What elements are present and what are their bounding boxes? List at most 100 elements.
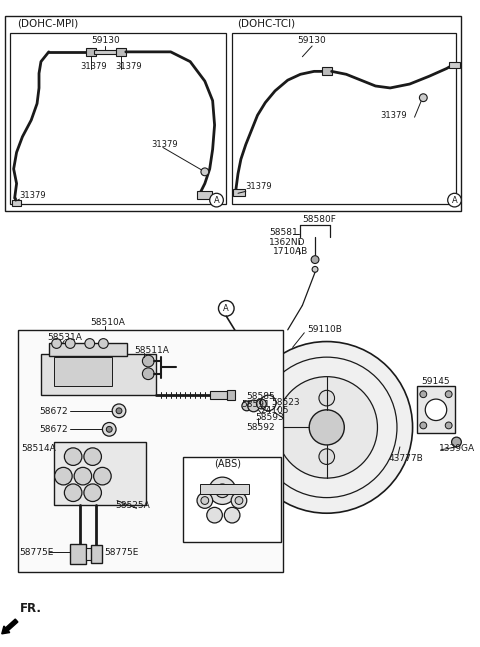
Circle shape <box>218 301 234 316</box>
Circle shape <box>235 497 243 505</box>
Bar <box>210 391 227 399</box>
Text: 43777B: 43777B <box>388 454 423 463</box>
Bar <box>18 330 283 572</box>
Circle shape <box>425 399 447 421</box>
Circle shape <box>64 448 82 465</box>
Bar <box>418 386 455 433</box>
Circle shape <box>85 338 95 348</box>
Text: 1362ND: 1362ND <box>269 237 306 247</box>
Circle shape <box>52 338 61 348</box>
Text: A: A <box>214 195 219 204</box>
Bar <box>10 34 226 204</box>
Bar <box>54 357 112 386</box>
Bar <box>116 48 126 56</box>
Circle shape <box>448 193 461 207</box>
Text: 58672: 58672 <box>39 407 68 416</box>
Bar <box>449 61 460 69</box>
Bar <box>91 545 102 563</box>
Bar <box>200 484 249 494</box>
Circle shape <box>420 422 427 429</box>
Circle shape <box>84 484 101 501</box>
Text: (DOHC-MPI): (DOHC-MPI) <box>18 19 79 28</box>
Text: 31379: 31379 <box>115 62 142 71</box>
Circle shape <box>143 355 154 367</box>
Circle shape <box>256 399 266 409</box>
Bar <box>233 190 245 196</box>
Text: 58593: 58593 <box>255 413 284 422</box>
Circle shape <box>452 437 461 447</box>
Circle shape <box>84 448 101 465</box>
Text: 58592: 58592 <box>246 423 275 432</box>
Circle shape <box>197 493 213 509</box>
Bar <box>49 344 127 356</box>
Circle shape <box>98 338 108 348</box>
Circle shape <box>309 410 344 445</box>
Bar <box>322 67 332 75</box>
Text: 58525A: 58525A <box>115 501 150 510</box>
Circle shape <box>94 467 111 485</box>
Circle shape <box>201 497 209 505</box>
Text: (ABS): (ABS) <box>215 459 241 468</box>
Bar <box>41 354 156 395</box>
Circle shape <box>209 477 236 505</box>
Text: 31379: 31379 <box>20 191 46 200</box>
Text: 58580F: 58580F <box>302 215 336 224</box>
Text: 58585: 58585 <box>247 391 276 400</box>
Text: 59145: 59145 <box>421 377 450 386</box>
Bar <box>183 457 281 542</box>
Circle shape <box>242 401 252 411</box>
Text: 31379: 31379 <box>380 111 407 120</box>
Text: 59130: 59130 <box>91 36 120 45</box>
Circle shape <box>420 391 427 398</box>
Text: 58591: 58591 <box>241 400 270 410</box>
Circle shape <box>143 368 154 380</box>
Text: A: A <box>223 304 229 313</box>
Bar <box>12 200 22 206</box>
Text: A: A <box>452 195 457 204</box>
Circle shape <box>207 507 222 523</box>
Text: 58510A: 58510A <box>91 318 126 327</box>
Circle shape <box>106 426 112 432</box>
Text: 58531A: 58531A <box>47 333 82 342</box>
Text: 31379: 31379 <box>80 62 107 71</box>
Circle shape <box>231 493 247 509</box>
Bar <box>232 34 456 204</box>
Bar <box>197 192 212 199</box>
Text: 24105: 24105 <box>261 406 289 415</box>
Circle shape <box>224 507 240 523</box>
Text: FR.: FR. <box>20 602 41 615</box>
Text: 58523: 58523 <box>271 399 300 408</box>
Circle shape <box>102 422 116 436</box>
Circle shape <box>311 256 319 263</box>
Text: 58775E: 58775E <box>20 548 54 556</box>
Text: 58514A: 58514A <box>22 444 56 454</box>
Circle shape <box>64 484 82 501</box>
Circle shape <box>445 391 452 398</box>
Bar <box>54 442 146 505</box>
Text: 58775E: 58775E <box>104 548 139 556</box>
Circle shape <box>248 400 260 411</box>
Circle shape <box>201 168 209 176</box>
Bar <box>70 544 86 564</box>
Circle shape <box>319 390 335 406</box>
Circle shape <box>445 422 452 429</box>
Circle shape <box>210 193 223 207</box>
Bar <box>5 16 461 211</box>
Circle shape <box>216 484 229 498</box>
Circle shape <box>312 267 318 272</box>
Bar <box>94 50 118 54</box>
Circle shape <box>55 467 72 485</box>
Text: 31379: 31379 <box>151 140 178 149</box>
Text: 59130: 59130 <box>298 36 326 45</box>
Circle shape <box>241 342 413 513</box>
Bar <box>86 48 96 56</box>
Text: 58511A: 58511A <box>134 346 169 355</box>
Circle shape <box>74 467 92 485</box>
FancyArrow shape <box>2 619 18 634</box>
Text: (DOHC-TCI): (DOHC-TCI) <box>237 19 295 28</box>
Bar <box>227 390 235 400</box>
Text: 1710AB: 1710AB <box>273 247 308 256</box>
Bar <box>86 548 94 560</box>
Text: 1339GA: 1339GA <box>439 444 475 454</box>
Circle shape <box>116 408 122 413</box>
